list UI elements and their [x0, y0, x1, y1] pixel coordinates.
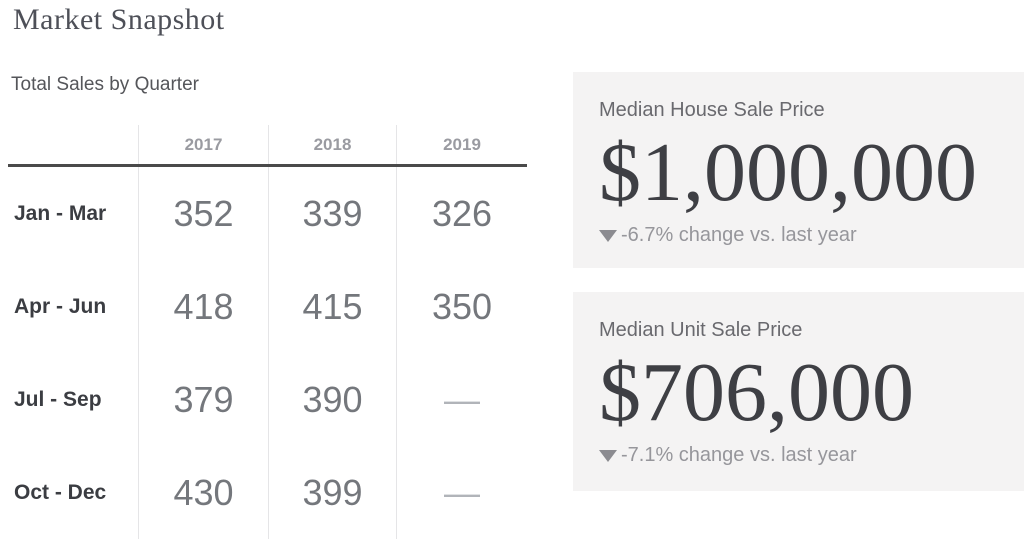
- table-cell: 339: [268, 167, 396, 260]
- median-unit-price-card: Median Unit Sale Price $706,000 -7.1% ch…: [573, 292, 1024, 491]
- column-header-empty: [8, 125, 138, 164]
- table-cell-no-data: —: [396, 353, 527, 446]
- sales-by-quarter-table: 2017 2018 2019 Jan - Mar 352 339 326 Apr…: [8, 125, 527, 539]
- table-cell: 418: [138, 260, 268, 353]
- table-cell: 390: [268, 353, 396, 446]
- median-house-price-card: Median House Sale Price $1,000,000 -6.7%…: [573, 72, 1024, 268]
- card-title: Median House Sale Price: [599, 99, 825, 121]
- page-title: Market Snapshot: [13, 3, 225, 36]
- table-section-title: Total Sales by Quarter: [11, 74, 199, 95]
- column-header-2018: 2018: [268, 125, 396, 164]
- table-cell: 379: [138, 353, 268, 446]
- table-row: Apr - Jun 418 415 350: [8, 260, 527, 353]
- table-cell: 430: [138, 446, 268, 539]
- change-text: -7.1% change vs. last year: [621, 444, 857, 466]
- card-value: $1,000,000: [599, 126, 977, 219]
- column-header-2017: 2017: [138, 125, 268, 164]
- card-change-row: -7.1% change vs. last year: [599, 444, 1014, 467]
- table-cell: 352: [138, 167, 268, 260]
- row-label-jul-sep: Jul - Sep: [14, 387, 102, 411]
- table-cell: 326: [396, 167, 527, 260]
- column-header-2019: 2019: [396, 125, 527, 164]
- table-row: Jan - Mar 352 339 326: [8, 167, 527, 260]
- card-value: $706,000: [599, 346, 914, 439]
- down-triangle-icon: [599, 229, 617, 242]
- table-row: Jul - Sep 379 390 —: [8, 353, 527, 446]
- table-cell-no-data: —: [396, 446, 527, 539]
- change-text: -6.7% change vs. last year: [621, 224, 857, 246]
- table-cell: 350: [396, 260, 527, 353]
- row-label-oct-dec: Oct - Dec: [14, 480, 107, 504]
- row-label-apr-jun: Apr - Jun: [14, 294, 107, 318]
- table-cell: 399: [268, 446, 396, 539]
- card-change-row: -6.7% change vs. last year: [599, 224, 1014, 247]
- down-triangle-icon: [599, 449, 617, 462]
- card-title: Median Unit Sale Price: [599, 319, 803, 341]
- table-header-row: 2017 2018 2019: [8, 125, 527, 167]
- row-label-jan-mar: Jan - Mar: [14, 201, 107, 225]
- table-row: Oct - Dec 430 399 —: [8, 446, 527, 539]
- table-cell: 415: [268, 260, 396, 353]
